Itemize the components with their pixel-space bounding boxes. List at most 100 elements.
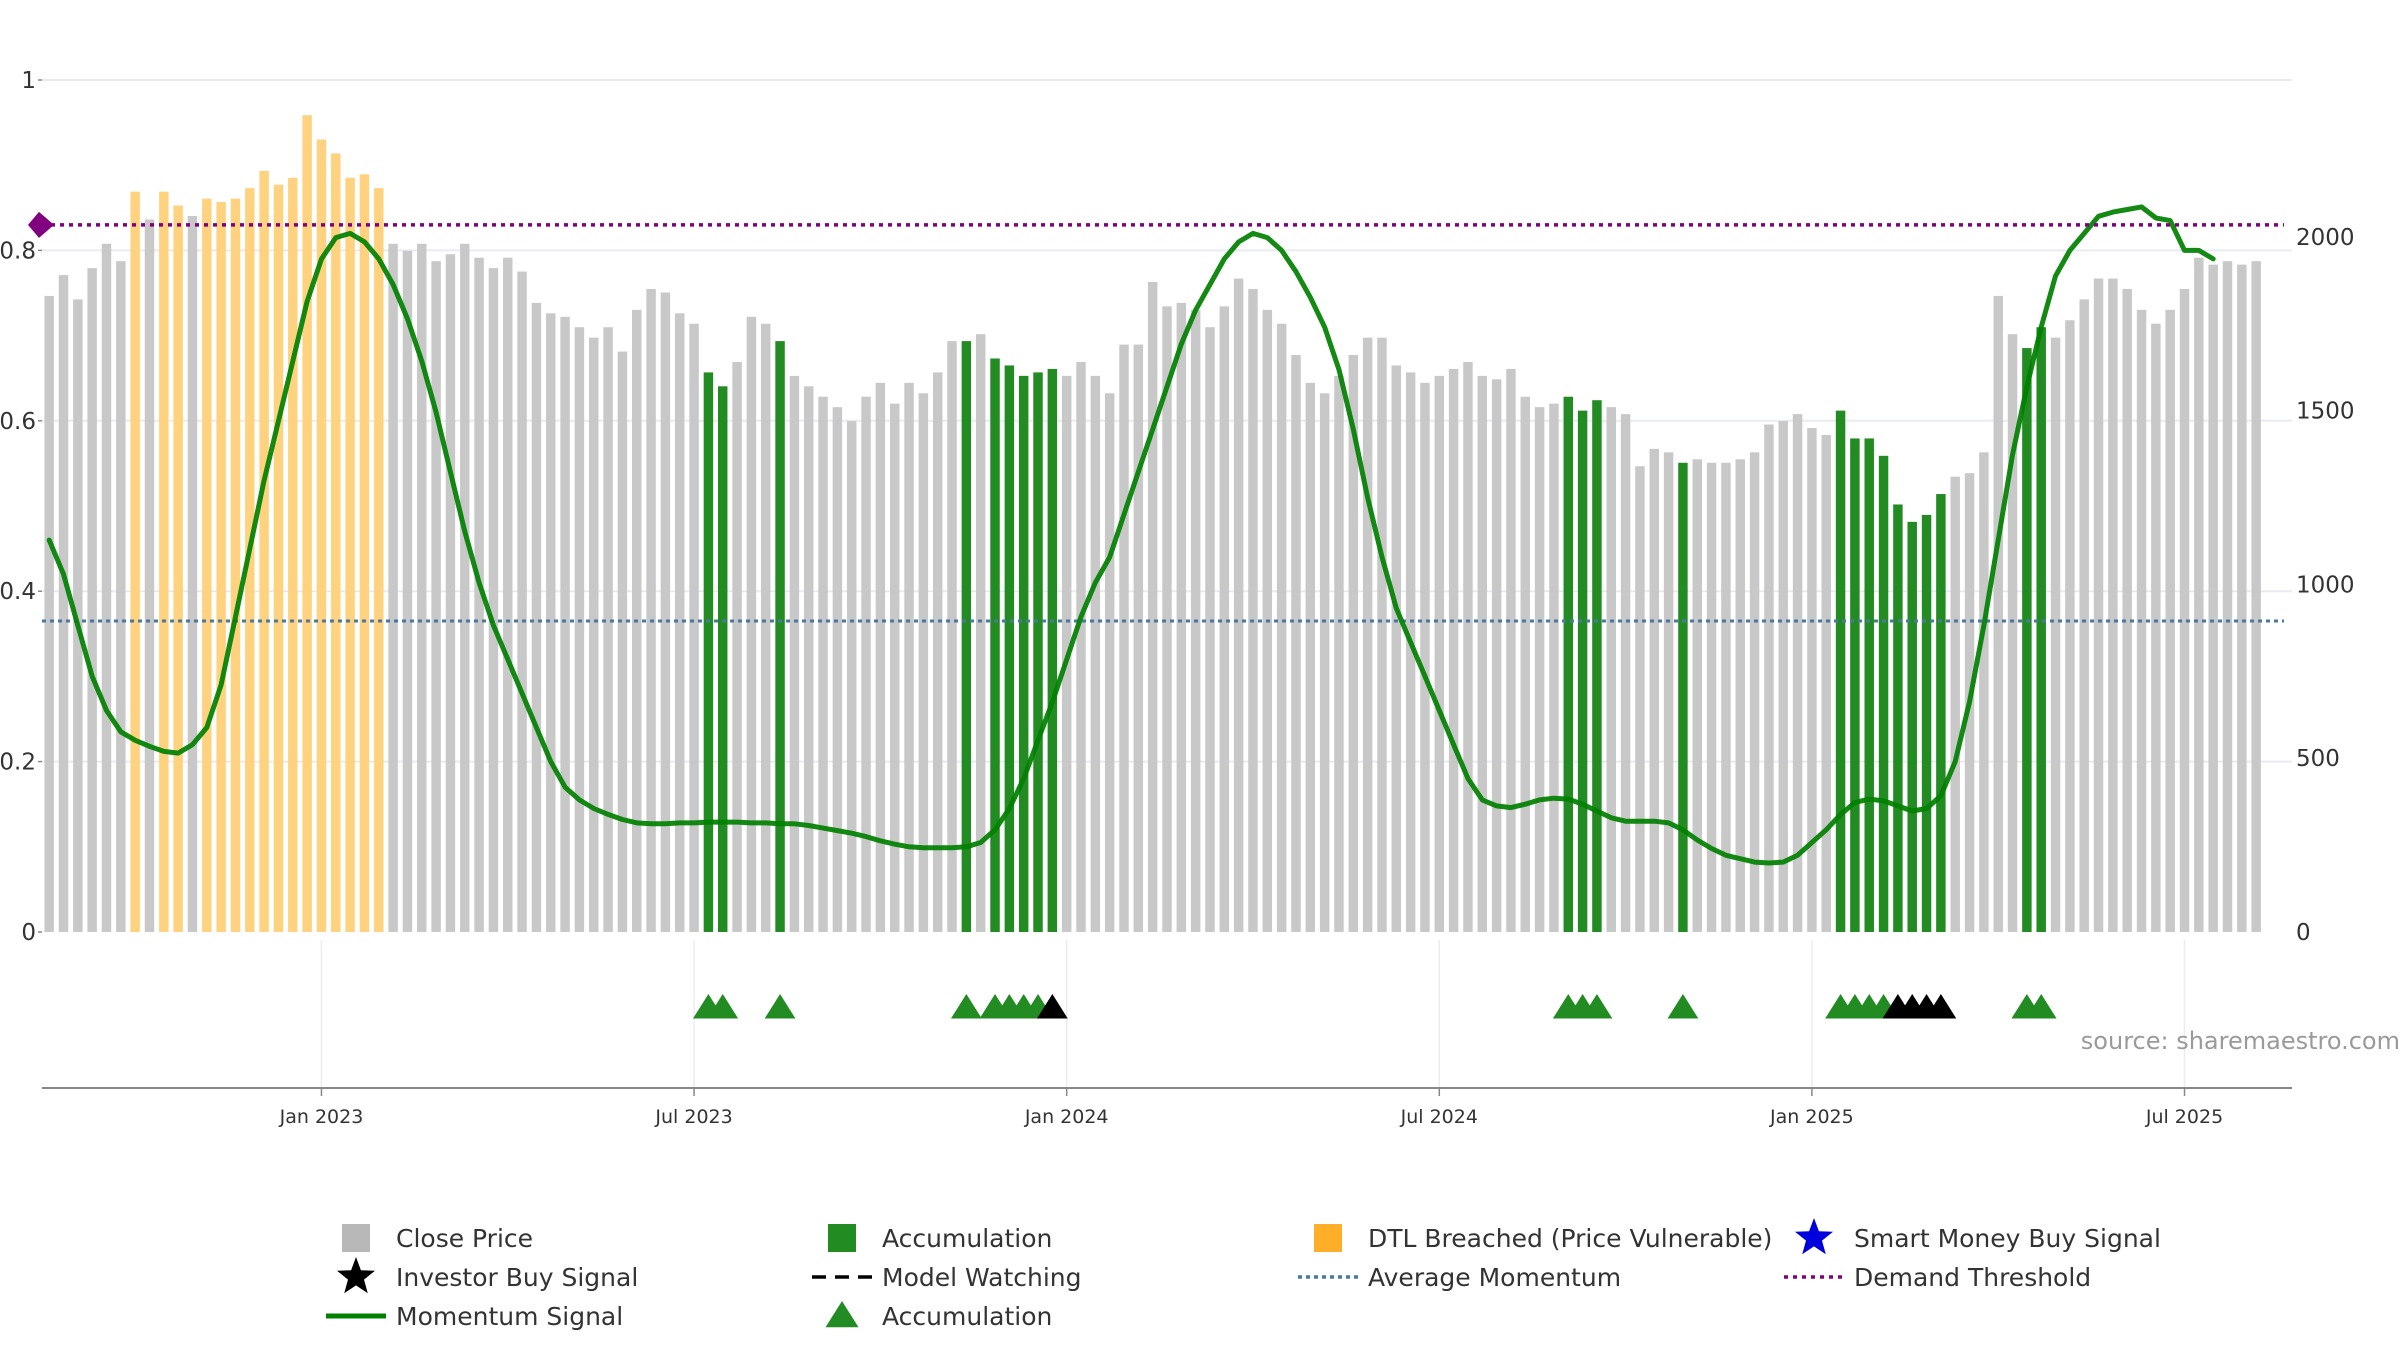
price-bar bbox=[1362, 337, 1373, 932]
legend-investor-buy-label: Investor Buy Signal bbox=[396, 1263, 638, 1292]
accumulation-bar bbox=[2022, 348, 2032, 932]
x-tick-label: Jul 2025 bbox=[2145, 1106, 2223, 1128]
legend-smart-money-label: Smart Money Buy Signal bbox=[1854, 1224, 2161, 1253]
legend-investor-buy-icon bbox=[337, 1257, 375, 1294]
price-bar bbox=[1291, 355, 1301, 933]
price-bar bbox=[1821, 434, 1831, 932]
legend-accumulation-swatch bbox=[828, 1224, 856, 1252]
price-bar bbox=[875, 382, 886, 932]
x-tick-label: Jan 2025 bbox=[1769, 1106, 1854, 1128]
legend-accumulation-label: Accumulation bbox=[882, 1224, 1052, 1253]
y-left-tick-label: 0.4 bbox=[0, 579, 36, 605]
price-bar bbox=[1448, 368, 1459, 933]
accumulation-bar bbox=[1018, 375, 1029, 932]
price-bar bbox=[1233, 278, 1244, 932]
legend-accumulation-marker-label: Accumulation bbox=[882, 1302, 1052, 1331]
accumulation-bar bbox=[1577, 410, 1588, 932]
price-bar bbox=[1147, 282, 1158, 933]
price-bar bbox=[1090, 375, 1101, 932]
dtl-breached-bar bbox=[374, 188, 384, 932]
dtl-breached-bar bbox=[288, 177, 298, 932]
y-left-tick-label: 0.6 bbox=[0, 409, 36, 435]
accumulation-marker bbox=[950, 994, 982, 1019]
price-bar bbox=[1162, 306, 1172, 932]
dtl-breached-bar bbox=[273, 184, 284, 933]
price-bar bbox=[2079, 299, 2089, 933]
price-bar bbox=[1463, 361, 1473, 932]
price-bar bbox=[947, 341, 957, 932]
price-bar bbox=[1620, 414, 1631, 932]
dtl-breached-bar bbox=[259, 170, 269, 932]
price-bar bbox=[1434, 375, 1445, 932]
accumulation-bar bbox=[1864, 438, 1874, 932]
accumulation-bar bbox=[1893, 504, 1903, 932]
price-bar bbox=[975, 334, 986, 933]
price-bar bbox=[445, 254, 456, 932]
dtl-breached-bar bbox=[345, 177, 355, 932]
legend-momentum-signal-label: Momentum Signal bbox=[396, 1302, 623, 1331]
price-bar bbox=[746, 316, 757, 933]
price-bar bbox=[889, 403, 900, 932]
y-left-tick-label: 0 bbox=[21, 920, 36, 946]
price-bar bbox=[474, 257, 484, 932]
price-bar bbox=[1219, 306, 1230, 932]
dtl-breached-bar bbox=[302, 115, 312, 932]
price-bar bbox=[803, 386, 814, 932]
price-bar bbox=[1377, 337, 1387, 932]
price-bar bbox=[1807, 428, 1817, 932]
price-bar bbox=[918, 393, 929, 932]
price-bar bbox=[116, 261, 126, 933]
price-bar bbox=[1649, 448, 1659, 932]
x-tick-label: Jul 2024 bbox=[1400, 1106, 1478, 1128]
investor-buy-marker bbox=[1925, 994, 1957, 1019]
price-bar bbox=[1477, 375, 1488, 932]
legend-smart-money-icon bbox=[1795, 1218, 1833, 1255]
price-bar bbox=[574, 327, 585, 932]
price-bar bbox=[1176, 302, 1187, 932]
price-bar bbox=[431, 261, 441, 933]
investor-buy-marker bbox=[1036, 994, 1068, 1019]
accumulation-bar bbox=[1835, 410, 1846, 932]
price-bar bbox=[1979, 452, 1989, 932]
price-bar bbox=[2151, 323, 2161, 932]
accumulation-bar bbox=[1004, 365, 1015, 932]
price-bar bbox=[904, 382, 914, 932]
price-bar bbox=[101, 243, 112, 932]
dtl-breached-bar bbox=[216, 202, 226, 933]
price-bar bbox=[1133, 344, 1144, 932]
legend-model-watching-label: Model Watching bbox=[882, 1263, 1082, 1292]
price-bar bbox=[2194, 257, 2204, 932]
price-bar bbox=[1520, 396, 1531, 932]
dtl-breached-bar bbox=[230, 198, 241, 932]
price-bar bbox=[2093, 278, 2104, 932]
y-right-tick-label: 1000 bbox=[2296, 572, 2355, 598]
price-bar bbox=[187, 215, 198, 932]
legend-accumulation-marker-icon bbox=[825, 1301, 859, 1328]
price-bar bbox=[144, 219, 155, 933]
price-bar bbox=[1348, 355, 1359, 933]
accumulation-marker bbox=[707, 994, 739, 1019]
price-bar bbox=[1319, 393, 1330, 932]
price-bar bbox=[87, 268, 97, 932]
price-bar bbox=[832, 407, 843, 933]
legend: Close Price Accumulation DTL Breached (Pri… bbox=[326, 1218, 2161, 1331]
price-bar bbox=[1104, 393, 1115, 932]
y-right-tick-label: 0 bbox=[2296, 920, 2311, 946]
legend-close-price-label: Close Price bbox=[396, 1224, 533, 1253]
accumulation-bar bbox=[1047, 368, 1058, 933]
accumulation-bar bbox=[1678, 462, 1688, 932]
price-bar bbox=[560, 316, 570, 933]
price-bar bbox=[2222, 261, 2233, 933]
price-bar bbox=[1749, 452, 1760, 932]
price-bar bbox=[1405, 372, 1416, 933]
x-tick-label: Jan 2023 bbox=[279, 1106, 364, 1128]
price-bar bbox=[1764, 424, 1774, 932]
price-bar bbox=[732, 361, 742, 932]
legend-dtl-breached-swatch bbox=[1314, 1224, 1342, 1252]
accumulation-bar bbox=[2036, 327, 2046, 932]
price-bar bbox=[73, 299, 83, 933]
momentum-signal-line bbox=[46, 204, 2216, 866]
price-bar bbox=[2237, 264, 2247, 933]
price-bar bbox=[2208, 264, 2218, 933]
